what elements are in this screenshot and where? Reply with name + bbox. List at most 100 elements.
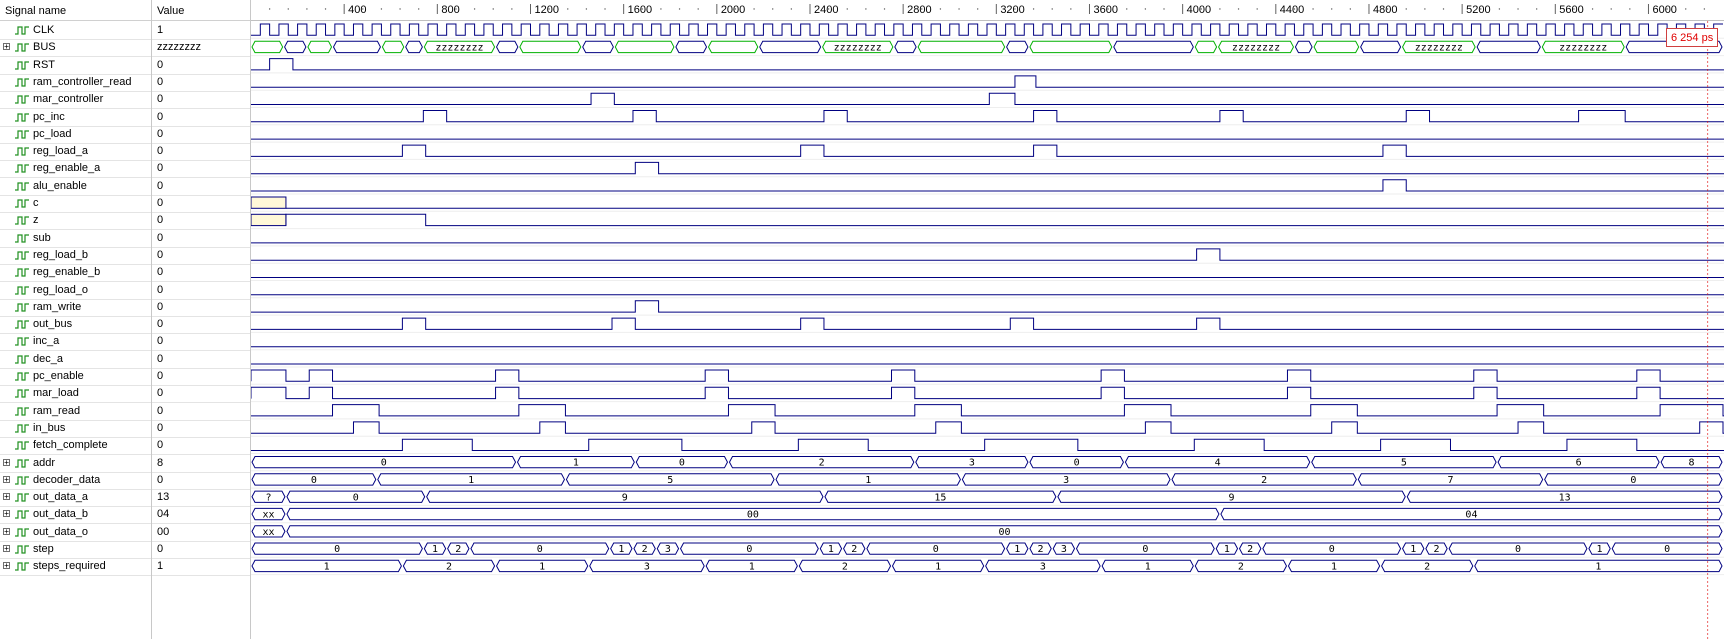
bus-value-label: 04 — [1465, 510, 1477, 521]
expand-icon[interactable]: + — [3, 561, 10, 571]
bus-segment — [1425, 542, 1448, 555]
signal-row[interactable]: mar_load — [0, 384, 151, 404]
signal-row[interactable]: alu_enable — [0, 177, 151, 196]
waveform-reg_enable_a[interactable] — [251, 161, 1724, 175]
bus-value-label: 1 — [432, 544, 438, 555]
waveform-reg_load_b[interactable] — [251, 248, 1724, 261]
waveform-out_bus[interactable] — [251, 317, 1724, 330]
signal-row[interactable]: ram_read — [0, 402, 151, 421]
signal-name: out_data_b — [33, 508, 89, 521]
bus-segment — [1218, 40, 1295, 54]
expand-icon[interactable]: + — [3, 509, 10, 519]
signal-trace — [251, 179, 1724, 192]
waveform-RST[interactable] — [251, 58, 1724, 71]
signal-row[interactable]: + out_data_o — [0, 523, 151, 542]
signal-row[interactable]: c — [0, 194, 151, 213]
waveform-out_data_o[interactable]: xx 00 — [251, 525, 1723, 538]
waveform-steps_required[interactable]: 1 2 1 3 1 2 1 3 1 2 1 2 1 — [251, 559, 1723, 573]
expand-icon[interactable]: + — [3, 457, 10, 467]
signal-row[interactable]: dec_a — [0, 350, 151, 369]
waveform-in_bus[interactable] — [251, 421, 1724, 434]
signal-row[interactable]: + out_data_b — [0, 505, 151, 525]
signal-name: dec_a — [33, 352, 63, 365]
waveform-out_data_b[interactable]: xx 00 04 — [251, 507, 1723, 521]
waveform-pc_enable[interactable] — [251, 369, 1724, 382]
waveform-viewer[interactable]: 400 800 1200 1600 2000 2400 2800 3200 3600 4000 44… — [251, 0, 1724, 639]
ruler-dot — [1610, 8, 1612, 10]
expand-icon[interactable]: + — [3, 492, 10, 502]
waveform-ram_controller_read[interactable] — [251, 75, 1724, 88]
waveform-pc_inc[interactable] — [251, 110, 1724, 123]
signal-row[interactable]: reg_enable_a — [0, 159, 151, 179]
time-ruler[interactable]: 400 800 1200 1600 2000 2400 2800 3200 3600 4000 44… — [251, 0, 1724, 21]
bus-value-label: 0 — [537, 544, 543, 555]
signal-trace — [251, 386, 1724, 400]
ruler-dot — [1685, 8, 1687, 10]
waveform-reg_load_a[interactable] — [251, 144, 1724, 157]
signal-row[interactable]: reg_load_o — [0, 281, 151, 300]
expand-icon[interactable]: + — [3, 42, 10, 52]
signal-row[interactable]: in_bus — [0, 419, 151, 438]
signal-name: inc_a — [33, 335, 60, 348]
waveform-z[interactable] — [251, 213, 1724, 227]
signal-row[interactable]: sub — [0, 229, 151, 248]
waveform-BUS[interactable]: zzzzzzzz zzzzzzzz zzzzzzzz zzzzzzzz zzzzzzzz — [251, 40, 1723, 54]
signal-row[interactable]: pc_load — [0, 125, 151, 144]
signal-row[interactable]: + step — [0, 540, 151, 559]
waveform-step[interactable]: 0 1 2 0 1 2 3 0 1 2 0 1 2 3 0 1 2 0 1 2 0 1 0 — [251, 542, 1723, 555]
ruler-dot — [1666, 8, 1668, 10]
signal-row[interactable]: reg_load_b — [0, 246, 151, 265]
signal-row[interactable]: fetch_complete — [0, 436, 151, 456]
signal-row[interactable]: + decoder_data — [0, 471, 151, 490]
ruler-dot — [511, 8, 513, 10]
bus-segment — [679, 542, 819, 555]
signal-row[interactable]: CLK — [0, 21, 151, 40]
waveform-ram_write[interactable] — [251, 300, 1724, 313]
bus-segment — [917, 40, 1006, 54]
signal-row[interactable]: + BUS — [0, 38, 151, 58]
bus-value-label: 1 — [865, 475, 871, 486]
waveform-decoder_data[interactable]: 0 1 5 1 3 2 7 0 — [251, 473, 1723, 486]
waveform-fetch_complete[interactable] — [251, 438, 1724, 451]
bus-segment — [565, 473, 775, 486]
signal-row[interactable]: z — [0, 211, 151, 231]
signal-row[interactable]: pc_inc — [0, 108, 151, 127]
signal-row[interactable]: ram_controller_read — [0, 73, 151, 92]
expand-icon[interactable]: + — [3, 526, 10, 536]
bus-segment — [251, 559, 402, 573]
signal-row[interactable]: + steps_required — [0, 557, 151, 577]
waveform-ram_read[interactable] — [251, 404, 1724, 417]
waveform-out_data_a[interactable]: ? 0 9 15 9 13 — [251, 490, 1723, 503]
waveform-alu_enable[interactable] — [251, 179, 1724, 192]
bus-value-label: 0 — [311, 475, 317, 486]
waveform-addr[interactable]: 0 1 0 2 3 0 4 5 6 8 — [251, 456, 1723, 469]
ruler-dot — [287, 8, 289, 10]
expand-icon[interactable]: + — [3, 474, 10, 484]
cursor-time-badge[interactable]: 6 254 ps — [1666, 28, 1719, 47]
signal-row[interactable]: RST — [0, 56, 151, 75]
value-header[interactable]: Value — [152, 0, 250, 21]
signal-row[interactable]: inc_a — [0, 332, 151, 352]
ruler-dot — [1051, 8, 1053, 10]
bus-segment — [1294, 40, 1313, 54]
bus-value-label: 00 — [998, 527, 1010, 538]
waveform-CLK[interactable] — [251, 23, 1723, 36]
waveform-mar_load[interactable] — [251, 386, 1724, 400]
signal-row[interactable]: pc_enable — [0, 367, 151, 386]
waveform-canvas[interactable]: 400 800 1200 1600 2000 2400 2800 3200 3600 4000 44… — [251, 0, 1724, 639]
signal-row[interactable]: mar_controller — [0, 90, 151, 110]
bus-value-label: 1 — [1597, 544, 1603, 555]
signal-row[interactable]: + addr — [0, 454, 151, 473]
signal-row[interactable]: reg_load_a — [0, 142, 151, 162]
waveform-c[interactable] — [251, 196, 1724, 209]
bus-value-label: 1 — [828, 544, 834, 555]
signal-name-header[interactable]: Signal name — [0, 0, 151, 21]
signal-name: out_bus — [33, 318, 73, 331]
signal-row[interactable]: reg_enable_b — [0, 263, 151, 283]
signal-row[interactable]: + out_data_a — [0, 488, 151, 508]
signal-row[interactable]: ram_write — [0, 298, 151, 317]
signal-value: 0 — [157, 543, 164, 555]
expand-icon[interactable]: + — [3, 544, 10, 553]
signal-row[interactable]: out_bus — [0, 315, 151, 335]
waveform-mar_controller[interactable] — [251, 92, 1724, 105]
